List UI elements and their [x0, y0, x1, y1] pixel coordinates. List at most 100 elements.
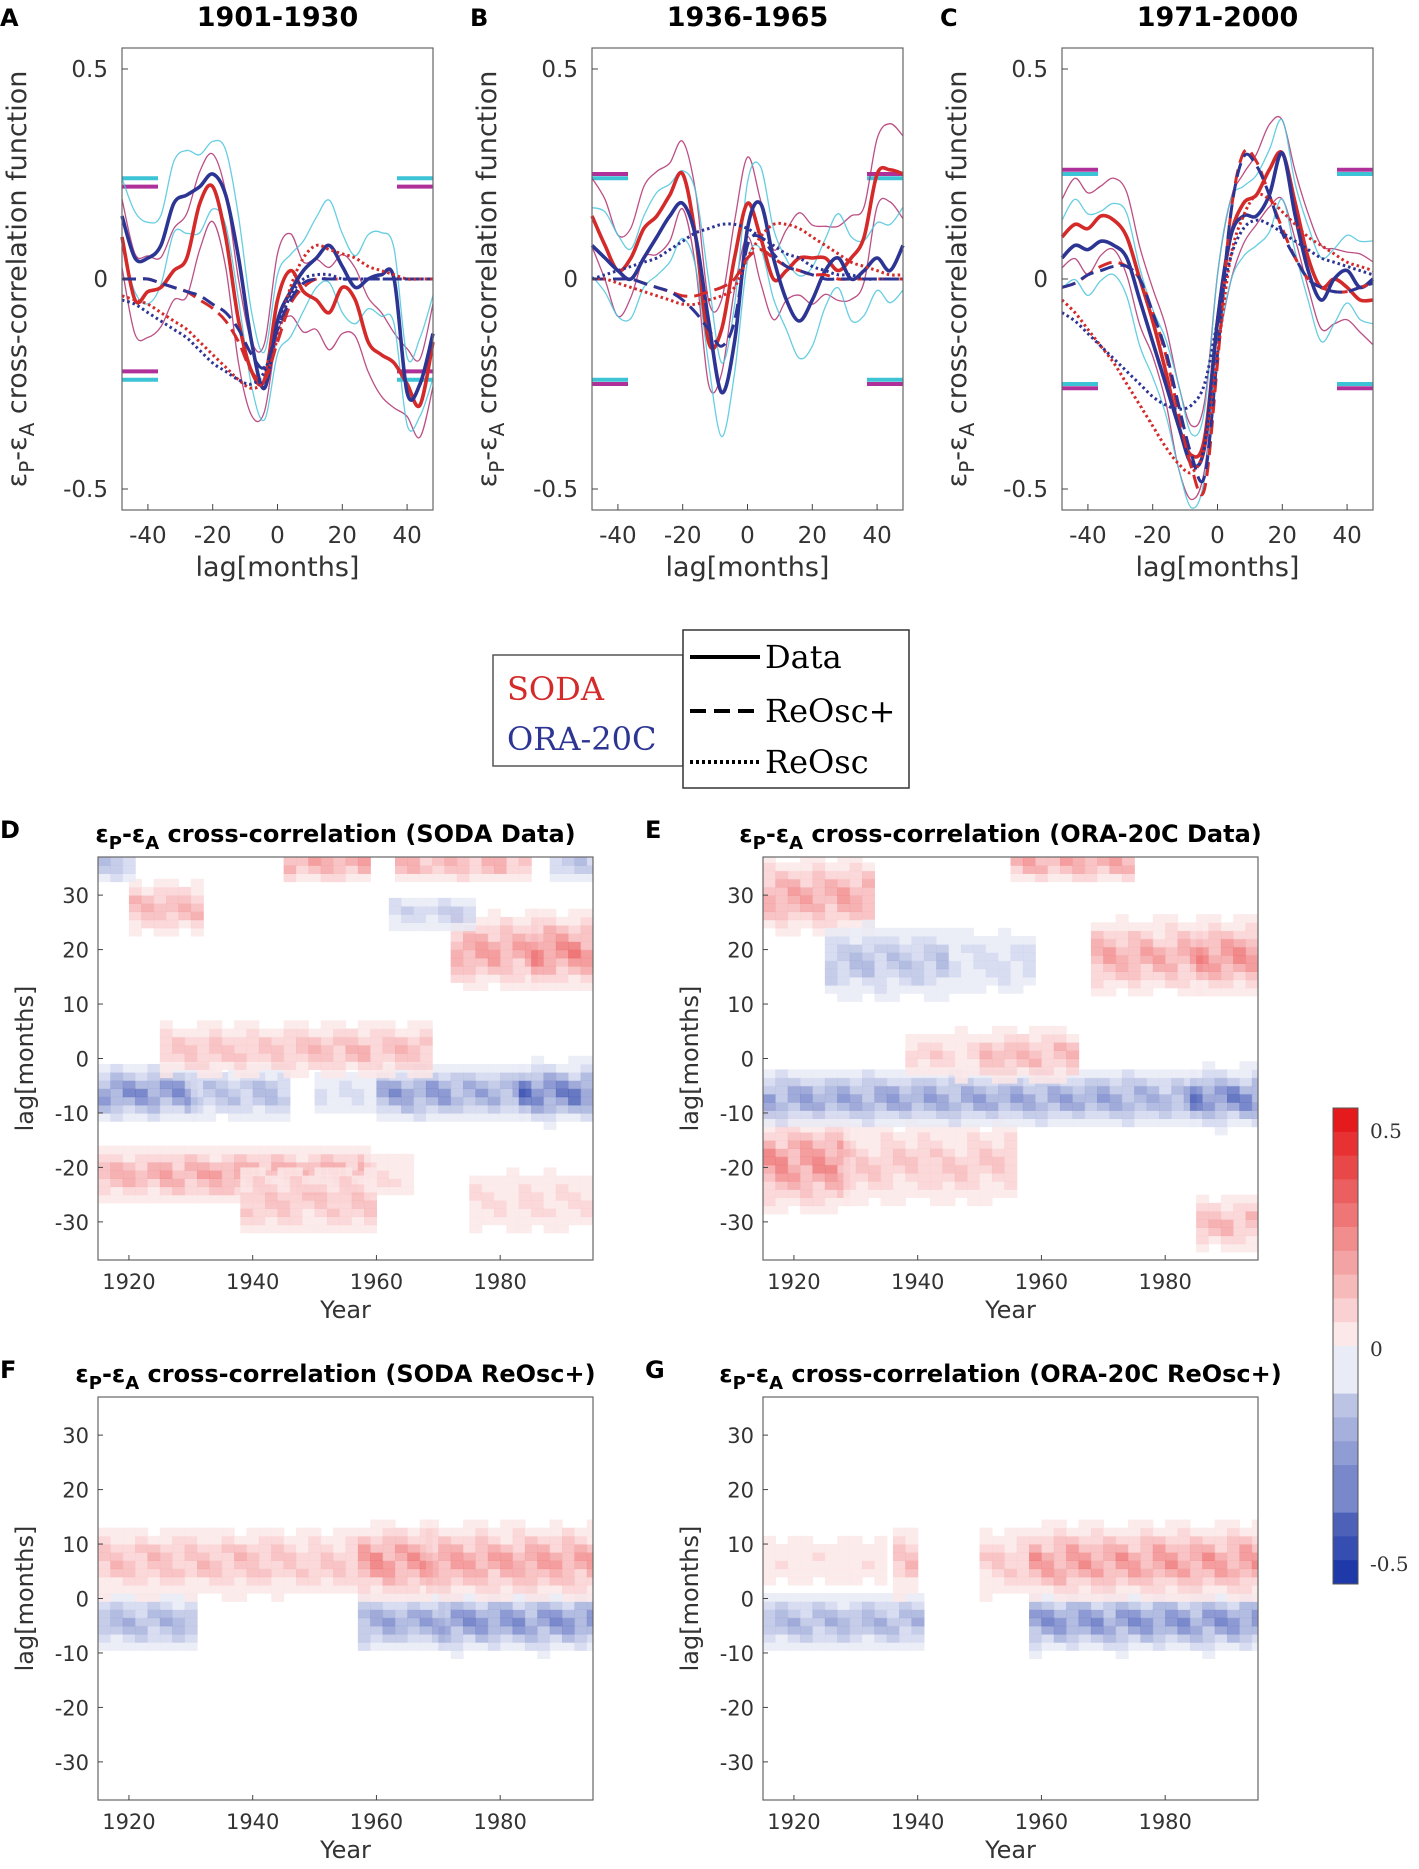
colorbar-step	[1333, 1179, 1358, 1204]
heatmap-cell-e	[812, 878, 826, 888]
heatmap-cell-e	[824, 919, 838, 929]
heatmap-cell-d	[531, 916, 545, 926]
heatmap-y-tick-label-e: 10	[727, 993, 754, 1017]
heatmap-cell-e	[892, 1156, 906, 1166]
heatmap-cell-g	[837, 1625, 851, 1635]
heatmap-cell-g	[1251, 1560, 1258, 1570]
heatmap-cell-f	[500, 1601, 514, 1610]
heatmap-cell-f	[562, 1617, 576, 1627]
heatmap-cell-f	[172, 1642, 186, 1651]
heatmap-cell-e	[991, 1132, 1005, 1141]
heatmap-cell-g	[1152, 1593, 1166, 1602]
heatmap-cell-g	[1053, 1535, 1067, 1545]
heatmap-cell-f	[382, 1576, 396, 1586]
heatmap-cell-g	[824, 1552, 838, 1561]
colorbar-step	[1333, 1298, 1358, 1323]
heatmap-cell-g	[1165, 1609, 1179, 1619]
heatmap-cell-e	[1208, 1227, 1222, 1237]
heatmap-cell-g	[1214, 1568, 1228, 1578]
heatmap-cell-g	[991, 1552, 1005, 1561]
heatmap-cell-d	[562, 865, 576, 874]
heatmap-cell-d	[339, 1191, 353, 1201]
heatmap-cell-d	[376, 1088, 390, 1098]
heatmap-cell-f	[395, 1552, 408, 1561]
heatmap-cell-e	[967, 1058, 981, 1068]
heatmap-cell-f	[258, 1527, 272, 1537]
x-tick-label-c: 0	[1210, 523, 1225, 549]
heatmap-cell-f	[159, 1560, 173, 1570]
heatmap-cell-e	[936, 935, 950, 945]
heatmap-cell-d	[407, 857, 421, 858]
heatmap-cell-e	[1165, 914, 1179, 923]
heatmap-cell-f	[320, 1568, 334, 1578]
heatmap-cell-g	[874, 1576, 888, 1586]
heatmap-cell-e	[1103, 987, 1117, 997]
heatmap-cell-g	[862, 1544, 875, 1553]
heatmap-cell-g	[874, 1609, 888, 1619]
heatmap-cell-e	[775, 1102, 789, 1111]
heatmap-x-tick-label-g: 1920	[767, 1810, 820, 1834]
heatmap-cell-g	[1078, 1617, 1092, 1627]
heatmap-cell-f	[500, 1593, 514, 1602]
heatmap-cell-d	[463, 982, 477, 992]
heatmap-cell-g	[824, 1625, 838, 1635]
heatmap-cell-e	[948, 976, 962, 986]
heatmap-cell-g	[1128, 1617, 1142, 1627]
x-tick-label-b: 0	[740, 523, 755, 549]
heatmap-cell-d	[407, 1061, 421, 1070]
heatmap-cell-d	[296, 1044, 309, 1054]
heatmap-cell-d	[289, 1208, 303, 1218]
heatmap-cell-g	[1140, 1527, 1154, 1537]
heatmap-cell-d	[265, 1183, 279, 1193]
heatmap-cell-d	[308, 865, 322, 874]
heatmap-cell-d	[518, 865, 532, 874]
heatmap-cell-e	[763, 857, 776, 864]
heatmap-cell-f	[184, 1584, 198, 1594]
heatmap-cell-f	[407, 1601, 421, 1610]
heatmap-cell-g	[1177, 1568, 1191, 1578]
heatmap-cell-e	[1152, 971, 1166, 981]
heatmap-cell-e	[1220, 1243, 1234, 1253]
heatmap-x-tick-label-e: 1980	[1138, 1270, 1191, 1294]
y-tick-label-a: 0.5	[71, 57, 108, 83]
heatmap-cell-f	[450, 1609, 464, 1619]
heatmap-cell-f	[512, 1593, 526, 1602]
heatmap-cell-d	[438, 1088, 452, 1098]
heatmap-cell-d	[351, 1216, 365, 1226]
heatmap-cell-g	[1214, 1609, 1228, 1619]
heatmap-cell-d	[326, 1080, 340, 1090]
heatmap-cell-e	[936, 927, 950, 937]
heatmap-cell-e	[1189, 1118, 1203, 1128]
heatmap-cell-d	[141, 919, 155, 929]
heatmap-cell-d	[128, 927, 142, 937]
heatmap-cell-f	[110, 1609, 124, 1619]
y-axis-label-part: P	[15, 461, 39, 473]
heatmap-cell-d	[153, 903, 167, 913]
y-axis-label-part: ε	[472, 473, 503, 488]
heatmap-cell-e	[942, 1181, 956, 1190]
heatmap-cell-d	[469, 1200, 483, 1209]
heatmap-cell-e	[961, 952, 974, 962]
heatmap-cell-g	[1189, 1617, 1203, 1627]
heatmap-cell-e	[930, 1172, 944, 1182]
heatmap-cell-e	[787, 1181, 801, 1190]
heatmap-cell-e	[1047, 1118, 1061, 1128]
heatmap-cell-d	[531, 1112, 545, 1122]
heatmap-cell-f	[463, 1593, 477, 1602]
heatmap-cell-f	[147, 1625, 161, 1635]
heatmap-cell-d	[518, 1216, 532, 1226]
heatmap-cell-d	[215, 1104, 229, 1114]
heatmap-cell-f	[524, 1527, 538, 1537]
heatmap-cell-g	[800, 1642, 814, 1651]
heatmap-title-part: ε	[95, 820, 108, 848]
heatmap-x-axis-label-g: Year	[984, 1836, 1036, 1864]
heatmap-cell-e	[824, 911, 838, 921]
heatmap-cell-g	[787, 1544, 801, 1553]
heatmap-y-tick-label-e: -10	[720, 1102, 754, 1126]
heatmap-cell-d	[277, 1175, 291, 1185]
heatmap-cell-e	[874, 960, 888, 970]
heatmap-cell-d	[345, 857, 359, 866]
heatmap-cell-d	[432, 857, 446, 858]
heatmap-cell-e	[1171, 1110, 1185, 1120]
